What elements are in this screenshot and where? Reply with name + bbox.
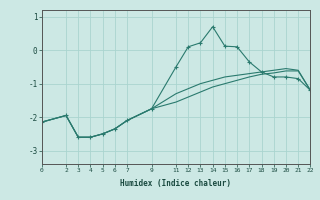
X-axis label: Humidex (Indice chaleur): Humidex (Indice chaleur) bbox=[121, 179, 231, 188]
